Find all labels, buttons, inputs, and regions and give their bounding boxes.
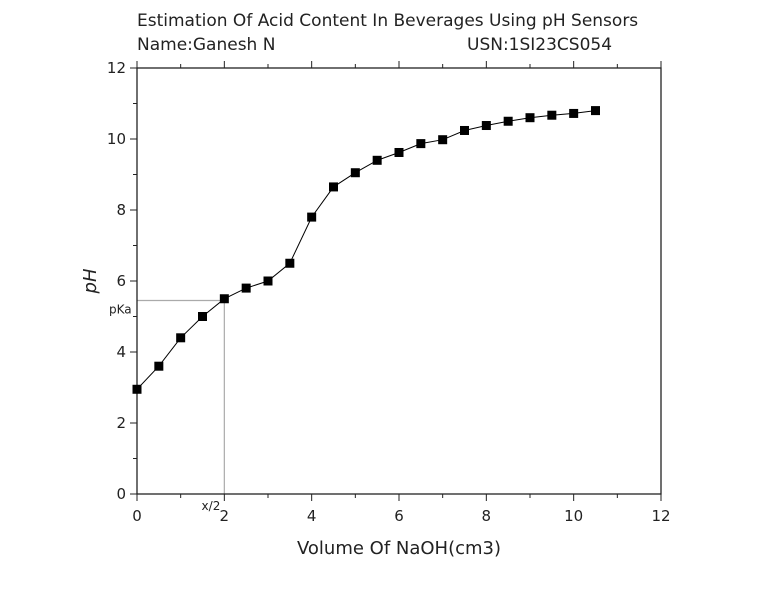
data-point: [176, 333, 186, 343]
data-point: [198, 312, 207, 321]
data-point: [438, 135, 448, 145]
y-tick-label: 2: [116, 414, 126, 432]
half-volume-annotation: x/2: [202, 499, 221, 513]
x-tick-label: 2: [220, 507, 230, 525]
data-point: [569, 108, 579, 118]
data-point: [132, 384, 142, 394]
data-point: [591, 106, 600, 116]
data-point: [416, 139, 426, 149]
data-point: [372, 155, 382, 165]
student-usn: USN:1SI23CS054: [467, 35, 613, 55]
data-point: [154, 361, 164, 371]
x-tick-label: 10: [564, 507, 583, 525]
data-point: [481, 121, 491, 131]
pka-annotation: pKa: [109, 303, 132, 317]
data-point: [285, 258, 295, 268]
guide-lines: [137, 299, 225, 494]
x-tick-label: 4: [307, 507, 317, 525]
series-line: [136, 110, 596, 390]
x-tick-label: 12: [651, 507, 670, 525]
x-tick-label: 6: [394, 507, 404, 525]
data-point: [503, 116, 513, 126]
x-axis-label: Volume Of NaOH(cm3): [297, 538, 501, 559]
data-point: [525, 113, 535, 123]
y-tick-label: 0: [116, 485, 126, 503]
y-tick-label: 12: [107, 59, 126, 77]
data-point: [307, 212, 317, 222]
data-point: [394, 147, 404, 157]
x-tick-label: 8: [482, 507, 492, 525]
tick-labels: 0 2 4 6 8 10 12 0 2 4 6 8 10 12: [107, 59, 671, 525]
data-point: [241, 283, 251, 293]
data-point: [263, 276, 273, 286]
y-tick-label: 4: [116, 343, 126, 361]
data-point: [329, 182, 338, 192]
data-point: [547, 110, 557, 120]
chart-title: Estimation Of Acid Content In Beverages …: [137, 11, 639, 31]
y-tick-label: 8: [116, 201, 126, 219]
y-tick-label: 6: [116, 272, 126, 290]
y-axis-label: pH: [80, 268, 101, 294]
y-tick-label: 10: [107, 130, 126, 148]
x-tick-label: 0: [132, 507, 142, 525]
data-point: [350, 168, 360, 178]
student-name: Name:Ganesh N: [137, 35, 276, 55]
data-point: [219, 294, 229, 304]
data-point: [460, 125, 469, 135]
axis-ticks: [130, 61, 662, 501]
series-markers: [132, 106, 600, 394]
plot-frame: [136, 67, 662, 495]
